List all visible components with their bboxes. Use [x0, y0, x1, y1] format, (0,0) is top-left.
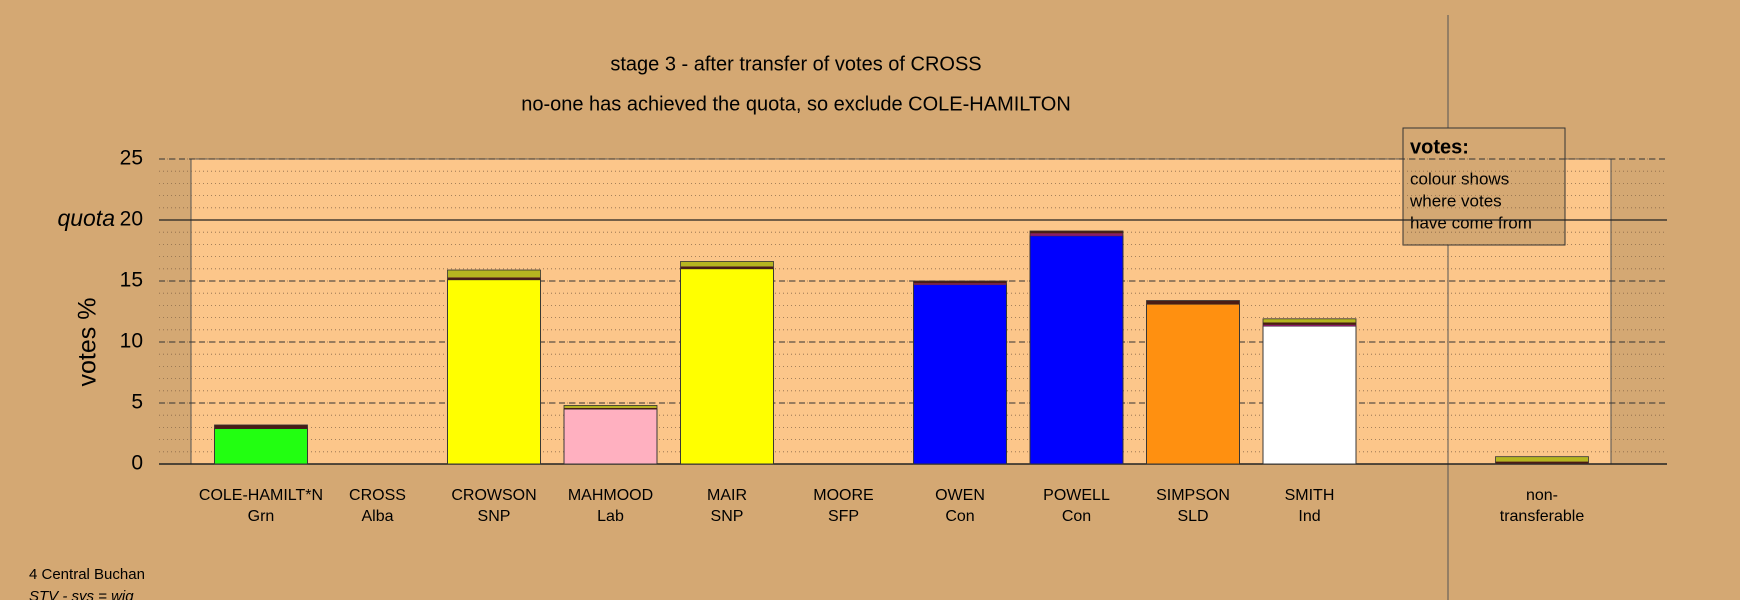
x-tick-sublabel: Ind: [1298, 508, 1320, 525]
legend-box: [1402, 127, 1566, 246]
chart-title: stage 3 - after transfer of votes of CRO…: [610, 53, 981, 75]
bar-segment: [1146, 303, 1240, 465]
bar-segment: [447, 270, 541, 278]
legend: votes: colour shows where votes have come …: [1402, 127, 1566, 246]
x-tick-label: OWEN: [935, 487, 985, 504]
bar-outline: [1029, 230, 1124, 465]
x-tick-sublabel: Lab: [597, 508, 624, 525]
bar-segment: [680, 268, 774, 465]
x-tick-label: MAIR: [707, 487, 747, 504]
bar-segment: [1495, 456, 1589, 462]
bar-segment: [680, 266, 774, 269]
x-tick-label: POWELL: [1043, 487, 1110, 504]
x-tick-label: CROWSON: [451, 487, 536, 504]
bar-segment: [1030, 230, 1123, 234]
y-axis-label: votes %: [74, 298, 102, 387]
chart-subtitle: no-one has achieved the quota, so exclud…: [521, 93, 1071, 115]
y-tick-label: 0: [131, 452, 143, 475]
bar-segment: [214, 428, 308, 465]
bar-segment: [1263, 322, 1356, 325]
bar-outline: [913, 280, 1007, 465]
footer-text: STV - sys = wig: [29, 588, 134, 600]
y-tick-label: 25: [120, 147, 143, 170]
bar-segment: [447, 279, 541, 465]
bar-outline: [1495, 456, 1589, 465]
x-tick-label: COLE-HAMILT*N: [199, 487, 323, 504]
bar-segment: [1263, 324, 1356, 327]
bar-segment: [563, 408, 658, 465]
bar-segment: [680, 261, 774, 267]
legend-text: colour shows: [1410, 169, 1509, 188]
bar-segment: [564, 405, 657, 408]
bar-outline: [563, 405, 658, 465]
x-tick-sublabel: SNP: [711, 508, 744, 525]
bar-segment: [564, 407, 657, 410]
x-tick-sublabel: SFP: [828, 508, 859, 525]
quota-label: quota: [57, 205, 115, 231]
bar-segment: [214, 424, 308, 429]
x-tick-label: non-: [1526, 487, 1558, 504]
x-tick-label: SIMPSON: [1156, 487, 1230, 504]
x-tick-sublabel: Con: [1062, 508, 1091, 525]
bar-outline: [447, 269, 541, 465]
x-tick-sublabel: SLD: [1177, 508, 1208, 525]
x-tick-label: CROSS: [349, 487, 406, 504]
bar-segment: [1029, 235, 1124, 465]
legend-title: votes:: [1410, 136, 1469, 158]
legend-text: where votes: [1409, 191, 1502, 210]
bar-outline: [1262, 318, 1357, 465]
bar-segment: [913, 284, 1007, 465]
x-tick-sublabel: Alba: [361, 508, 393, 525]
bar-outline: [1146, 300, 1240, 465]
y-tick-label: 10: [120, 330, 143, 353]
x-tick-sublabel: SNP: [478, 508, 511, 525]
x-tick-sublabel: Con: [945, 508, 974, 525]
x-tick-label: MAHMOOD: [568, 487, 653, 504]
bar-segment: [447, 277, 541, 280]
bar-segment: [913, 281, 1007, 284]
bar-segment: [1146, 300, 1240, 305]
bar-segment: [1263, 318, 1356, 323]
x-tick-sublabel: Grn: [248, 508, 275, 525]
bar-outline: [680, 261, 774, 465]
bar-segment: [1262, 325, 1357, 465]
y-tick-label: 5: [131, 391, 143, 414]
bar-segment: [1030, 233, 1123, 236]
footer-text: 4 Central Buchan: [29, 566, 145, 583]
x-tick-label: MOORE: [813, 487, 873, 504]
bar-segment: [913, 283, 1007, 285]
y-tick-label: 20: [120, 208, 143, 231]
y-tick-label: 15: [120, 269, 143, 292]
x-tick-label: SMITH: [1285, 487, 1335, 504]
bar-outline: [214, 424, 308, 465]
plot-area: [190, 158, 1612, 465]
x-tick-sublabel: transferable: [1500, 508, 1585, 525]
legend-text: have come from: [1410, 213, 1532, 232]
bar-segment: [1495, 461, 1589, 464]
